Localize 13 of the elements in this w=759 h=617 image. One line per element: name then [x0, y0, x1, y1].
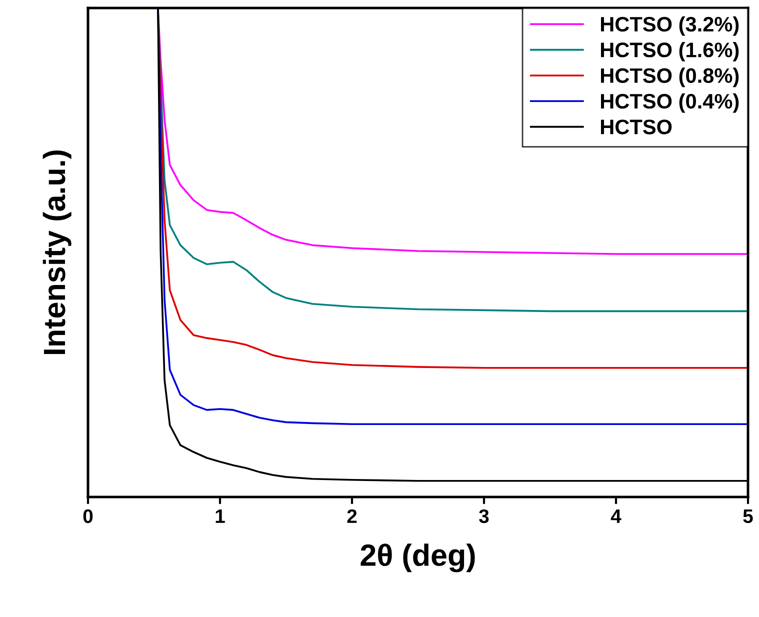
- legend-label: HCTSO: [601, 120, 672, 134]
- legend-label: HCTSO (1.6%): [601, 42, 739, 62]
- x-tick-label: 3: [479, 509, 489, 524]
- y-axis-title: Intensity (a.u.): [42, 150, 72, 354]
- legend-label: HCTSO (3.2%): [601, 16, 739, 36]
- x-tick-label: 2: [347, 509, 357, 523]
- x-tick-label: 5: [743, 510, 753, 524]
- x-tick-label: 0: [83, 509, 93, 524]
- x-axis-title: 2θ (deg): [360, 544, 475, 572]
- x-tick-label: 1: [216, 510, 225, 523]
- legend-label: HCTSO (0.4%): [601, 93, 739, 113]
- x-tick-label: 4: [610, 510, 622, 523]
- legend-label: HCTSO (0.8%): [601, 68, 739, 88]
